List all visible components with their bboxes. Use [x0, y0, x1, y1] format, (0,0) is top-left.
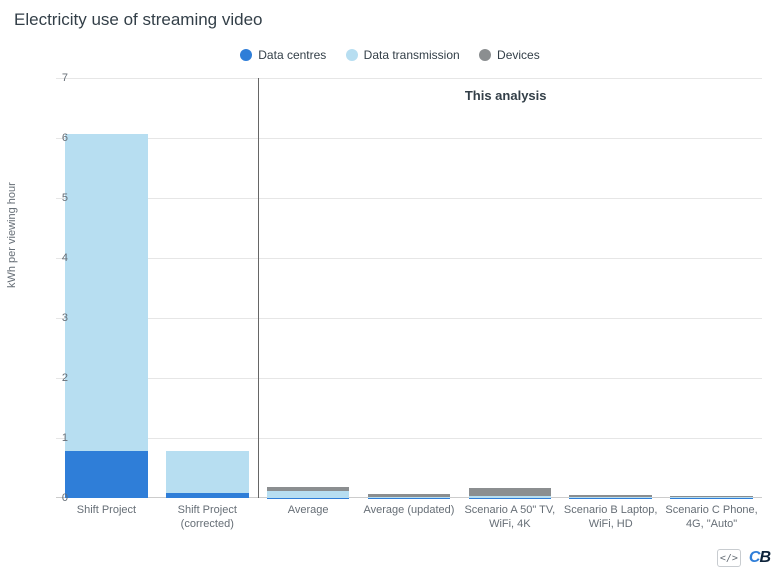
bar-segment-devices[interactable] [267, 487, 350, 491]
xtick-label: Average (updated) [359, 498, 460, 518]
bar-segment-devices[interactable] [368, 494, 451, 497]
cb-logo[interactable]: CB [749, 549, 770, 567]
gridline [56, 438, 762, 439]
bar-segment-devices[interactable] [569, 495, 652, 497]
ytick-label: 2 [44, 372, 68, 384]
ytick-label: 1 [44, 432, 68, 444]
legend-label: Data centres [258, 48, 326, 62]
gridline [56, 378, 762, 379]
gridline [56, 318, 762, 319]
xtick-label: Scenario A 50" TV, WiFi, 4K [459, 498, 560, 532]
ytick-label: 7 [44, 72, 68, 84]
legend-item-devices[interactable]: Devices [479, 48, 540, 62]
legend-label: Data transmission [364, 48, 460, 62]
legend-swatch [479, 49, 491, 61]
bar-segment-devices[interactable] [670, 496, 753, 497]
bar-segment-data-centres[interactable] [65, 451, 148, 498]
gridline [56, 198, 762, 199]
footer-icons: </> CB [717, 549, 770, 567]
xtick-label: Scenario B Laptop, WiFi, HD [560, 498, 661, 532]
section-divider [258, 78, 259, 498]
bar-segment-data-transmission[interactable] [267, 491, 350, 498]
ytick-label: 5 [44, 192, 68, 204]
xtick-label: Scenario C Phone, 4G, "Auto" [661, 498, 762, 532]
legend-swatch [240, 49, 252, 61]
gridline [56, 78, 762, 79]
bar-segment-data-transmission[interactable] [166, 451, 249, 493]
ytick-label: 3 [44, 312, 68, 324]
legend-item-data-centres[interactable]: Data centres [240, 48, 326, 62]
chart-title: Electricity use of streaming video [14, 10, 263, 30]
legend-label: Devices [497, 48, 540, 62]
chart-container: Electricity use of streaming video Data … [0, 0, 780, 573]
legend-swatch [346, 49, 358, 61]
embed-icon[interactable]: </> [717, 549, 741, 567]
plot-area: Shift ProjectShift Project (corrected)Av… [56, 78, 762, 498]
legend: Data centres Data transmission Devices [0, 48, 780, 64]
xtick-label: Average [258, 498, 359, 518]
gridline [56, 138, 762, 139]
legend-item-data-transmission[interactable]: Data transmission [346, 48, 460, 62]
gridline [56, 258, 762, 259]
annotation-this-analysis: This analysis [465, 88, 547, 103]
xtick-label: Shift Project (corrected) [157, 498, 258, 532]
xtick-label: Shift Project [56, 498, 157, 518]
ytick-label: 0 [44, 492, 68, 504]
bar-segment-data-transmission[interactable] [65, 134, 148, 451]
bar-segment-devices[interactable] [469, 488, 552, 496]
ytick-label: 4 [44, 252, 68, 264]
y-axis-label: kWh per viewing hour [6, 182, 18, 288]
ytick-label: 6 [44, 132, 68, 144]
